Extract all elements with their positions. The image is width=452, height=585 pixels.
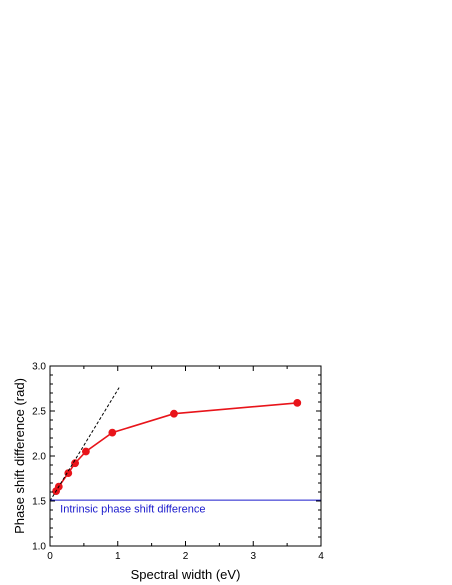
x-tick-label: 1 — [115, 551, 121, 562]
intrinsic-phase-shift-label: Intrinsic phase shift difference — [60, 504, 205, 516]
dashed-fit-line — [49, 387, 120, 502]
y-axis-title: Phase shift difference (rad) — [12, 378, 27, 534]
plot-frame — [49, 365, 322, 547]
data-point — [108, 428, 117, 437]
axis-labels: 0 1 2 3 4 1.0 1.5 2.0 2.5 3.0 Spectral width (eV) P… — [12, 362, 324, 583]
y-tick-label: 3.0 — [32, 362, 46, 373]
y-tick-label: 2.5 — [32, 407, 46, 418]
y-tick-label: 1.0 — [32, 542, 46, 553]
x-tick-label: 0 — [47, 551, 53, 562]
data-point — [82, 447, 90, 456]
x-axis-title: Spectral width (eV) — [131, 567, 241, 582]
x-tick-label: 3 — [250, 551, 256, 562]
x-tick-label: 4 — [318, 551, 324, 562]
plot-area — [49, 387, 321, 502]
axis-ticks — [49, 365, 322, 547]
data-point — [71, 459, 79, 468]
data-point — [170, 409, 178, 418]
y-tick-label: 1.5 — [32, 497, 46, 508]
axes-frame — [49, 365, 322, 547]
data-point — [293, 398, 302, 407]
y-tick-label: 2.0 — [32, 452, 46, 463]
x-tick-label: 2 — [183, 551, 189, 562]
data-point — [64, 469, 73, 477]
